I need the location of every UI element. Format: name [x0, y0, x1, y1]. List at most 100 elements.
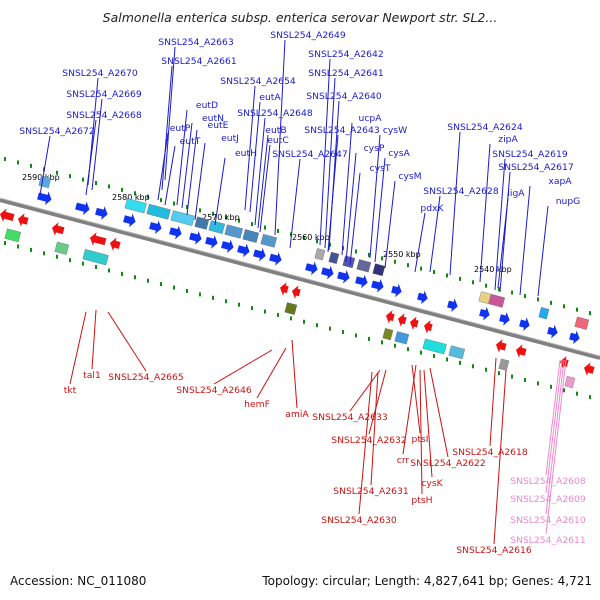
tick-mark	[433, 270, 435, 275]
reverse-gene-arrow	[386, 310, 395, 324]
forward-gene-arrow	[237, 243, 250, 258]
reverse-gene-label: SNSL254_A2665	[108, 372, 184, 383]
leader-line	[259, 144, 271, 233]
leader-line	[499, 171, 511, 293]
protein-domain-box	[488, 294, 505, 308]
protein-domain-box	[314, 248, 326, 261]
tick-mark	[446, 357, 448, 362]
tick-mark	[550, 300, 552, 305]
tick-mark	[160, 198, 162, 203]
reverse-gene-arrow	[516, 344, 527, 358]
reverse-gene-label: crr	[397, 455, 410, 466]
tick-mark	[173, 201, 175, 206]
reverse-gene-arrow	[280, 282, 289, 296]
tick-mark	[485, 367, 487, 372]
tick-mark	[199, 208, 201, 213]
tick-mark	[550, 384, 552, 389]
map-title: Salmonella enterica subsp. enterica sero…	[103, 10, 498, 25]
tick-mark	[56, 170, 58, 175]
forward-gene-label: SNSL254_A2654	[220, 76, 296, 87]
tick-mark	[511, 374, 513, 379]
forward-gene-arrow	[417, 290, 428, 305]
tick-mark	[160, 282, 162, 287]
forward-gene-arrow	[149, 220, 162, 235]
tick-mark	[498, 371, 500, 376]
forward-gene-label: eutP	[170, 123, 191, 134]
forward-gene-label: eutT	[180, 136, 201, 147]
leader-line	[257, 134, 269, 229]
tick-mark	[524, 377, 526, 382]
tick-mark	[264, 225, 266, 230]
leader-line	[479, 143, 491, 283]
leader-line	[164, 46, 176, 181]
forward-gene-arrow	[123, 213, 136, 228]
forward-gene-label: zipA	[498, 134, 518, 145]
leader-line	[69, 311, 87, 385]
protein-domain-box	[478, 291, 492, 304]
protein-domain-box	[242, 229, 259, 243]
reverse-gene-label: SNSL254_A2633	[312, 412, 388, 423]
forward-gene-label: SNSL254_A2648	[237, 108, 313, 119]
tick-mark	[186, 288, 188, 293]
rna-gene-label: SNSL254_A2610	[510, 515, 586, 526]
forward-gene-arrow	[221, 239, 234, 254]
leader-line	[494, 158, 506, 291]
forward-gene-arrow	[253, 247, 266, 262]
protein-domain-box	[194, 216, 210, 230]
tick-mark	[238, 218, 240, 223]
forward-gene-label: SNSL254_A2619	[492, 149, 568, 160]
leader-line	[537, 205, 549, 297]
protein-domain-box	[260, 233, 277, 248]
tick-mark	[17, 244, 19, 249]
reverse-gene-arrow	[398, 313, 407, 327]
tick-mark	[316, 239, 318, 244]
tick-mark	[498, 287, 500, 292]
forward-gene-label: SNSL254_A2663	[158, 37, 234, 48]
forward-gene-arrow	[95, 206, 108, 220]
forward-gene-label: xapA	[548, 176, 572, 187]
forward-gene-label: eutN	[202, 113, 224, 124]
leader-line	[370, 371, 379, 486]
reverse-gene-label: SNSL254_A2622	[410, 458, 485, 469]
tick-mark	[30, 163, 32, 168]
rna-gene-label: SNSL254_A2609	[510, 494, 586, 505]
tick-mark	[147, 278, 149, 283]
leader-line	[85, 119, 97, 196]
leader-line	[545, 359, 565, 515]
protein-domain-box	[208, 220, 225, 234]
tick-mark	[69, 258, 71, 263]
leader-line	[449, 131, 461, 276]
tick-mark	[420, 350, 422, 355]
tick-mark	[355, 333, 357, 338]
tick-mark	[303, 235, 305, 240]
leader-line	[369, 134, 381, 259]
tick-mark	[394, 259, 396, 264]
leader-line	[289, 158, 301, 249]
tick-mark	[186, 204, 188, 209]
tick-mark	[290, 232, 292, 237]
tick-mark	[199, 292, 201, 297]
reverse-gene-label: ptsI	[412, 434, 429, 445]
forward-gene-label: eutD	[196, 100, 218, 111]
forward-gene-label: eutB	[265, 125, 286, 136]
kbp-tick-label: 2570 kbp	[202, 213, 240, 222]
tick-mark	[95, 181, 97, 186]
forward-gene-label: SNSL254_A2668	[66, 110, 142, 121]
protein-domain-box	[146, 203, 171, 220]
tick-mark	[368, 252, 370, 257]
leader-line	[213, 349, 273, 385]
protein-domain-box	[328, 251, 340, 264]
forward-gene-label: cysM	[398, 171, 421, 182]
forward-gene-arrow	[519, 317, 530, 331]
leader-line	[349, 172, 361, 266]
leader-line	[402, 364, 417, 455]
leader-line	[345, 152, 357, 263]
reverse-gene-arrow	[560, 355, 569, 370]
leader-line	[91, 98, 103, 191]
forward-gene-label: eutA	[259, 92, 281, 103]
tick-mark	[30, 247, 32, 252]
forward-gene-arrow	[391, 283, 402, 298]
kbp-tick-label: 2550 kbp	[383, 250, 421, 259]
